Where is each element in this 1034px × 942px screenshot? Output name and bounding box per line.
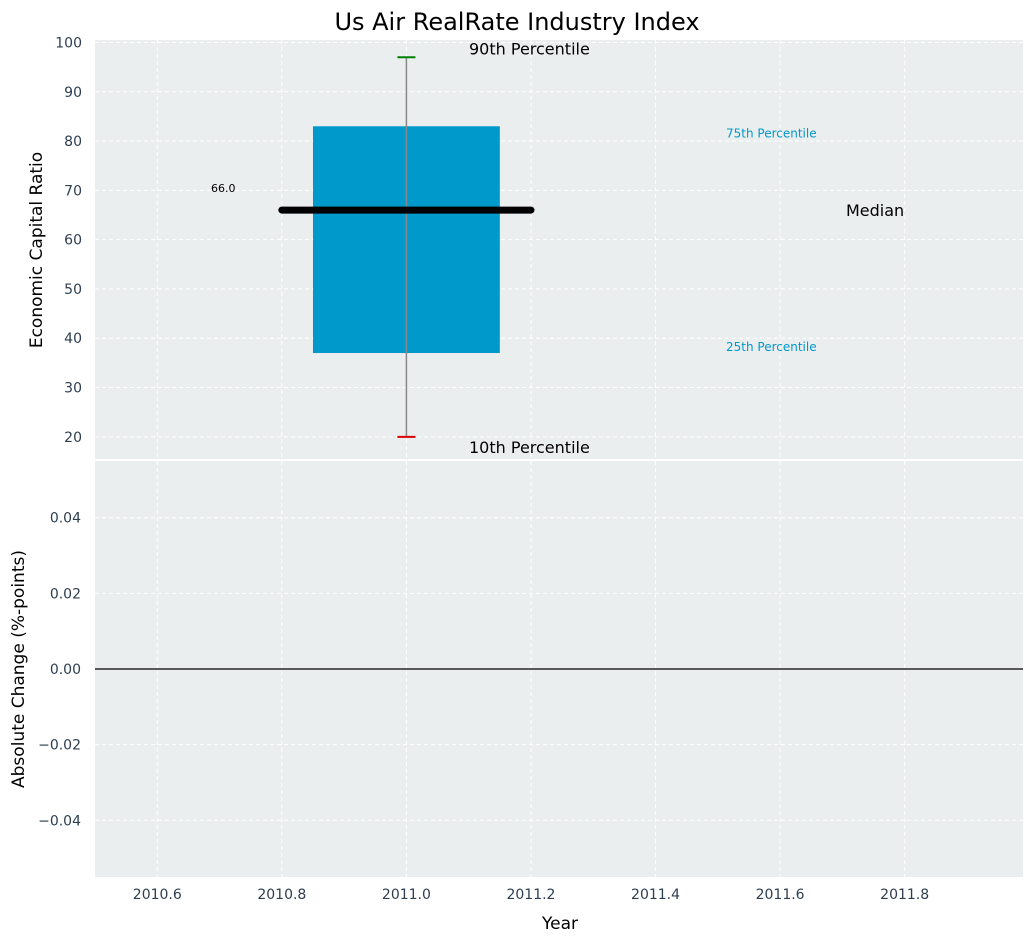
top-y-tick-label: 50 (64, 282, 82, 298)
top-gridlines (95, 40, 1023, 459)
top-y-tick-label: 40 (64, 331, 82, 347)
x-tick-label: 2010.8 (257, 887, 306, 903)
chart-title: Us Air RealRate Industry Index (334, 8, 699, 36)
x-tick-label: 2011.0 (382, 887, 431, 903)
x-tick-label: 2011.8 (880, 887, 929, 903)
top-plot-area (95, 40, 1023, 459)
bottom-y-tick-label: 0.04 (50, 511, 81, 527)
bottom-y-tick-label: −0.02 (38, 738, 81, 754)
p25-annotation: 25th Percentile (726, 340, 817, 354)
x-tick-label: 2010.6 (133, 887, 182, 903)
median-annotation: Median (846, 201, 904, 220)
top-y-tick-label: 100 (55, 35, 82, 51)
top-y-tick-label: 80 (64, 134, 82, 150)
bottom-y-tick-label: 0.02 (50, 586, 81, 602)
top-annotations: 66.0 90th Percentile 75th Percentile Median… (211, 39, 904, 457)
x-tick-label: 2011.6 (756, 887, 805, 903)
bottom-x-ticks: 2010.6 2010.8 2011.0 2011.2 2011.4 2011.6 2011… (133, 887, 929, 903)
bottom-y-tick-label: 0.00 (50, 662, 81, 678)
top-y-tick-label: 30 (64, 381, 82, 397)
top-y-tick-label: 20 (64, 430, 82, 446)
bottom-y-ticks: −0.04 −0.02 0.00 0.02 0.04 (38, 511, 81, 830)
x-tick-label: 2011.4 (631, 887, 680, 903)
top-panel: 20 30 40 50 60 70 80 90 100 66.0 90th Percentile 7… (27, 8, 1023, 459)
p75-annotation: 75th Percentile (726, 126, 817, 140)
median-value-label: 66.0 (211, 182, 236, 195)
top-y-ticks: 20 30 40 50 60 70 80 90 100 (55, 35, 82, 445)
x-axis-label: Year (541, 914, 578, 934)
bottom-gridlines (95, 461, 1023, 877)
p10-annotation: 10th Percentile (469, 438, 590, 457)
top-y-tick-label: 60 (64, 233, 82, 249)
top-box-marks (278, 56, 535, 438)
x-tick-label: 2011.2 (506, 887, 555, 903)
top-y-axis-label: Economic Capital Ratio (27, 152, 47, 348)
bottom-panel: −0.04 −0.02 0.00 0.02 0.04 2010.6 2010.8 2011.… (9, 461, 1023, 934)
bottom-y-tick-label: −0.04 (38, 813, 81, 829)
top-y-tick-label: 70 (64, 183, 82, 199)
bottom-y-axis-label: Absolute Change (%-points) (9, 550, 29, 788)
p90-annotation: 90th Percentile (469, 39, 590, 58)
top-y-tick-label: 90 (64, 85, 82, 101)
